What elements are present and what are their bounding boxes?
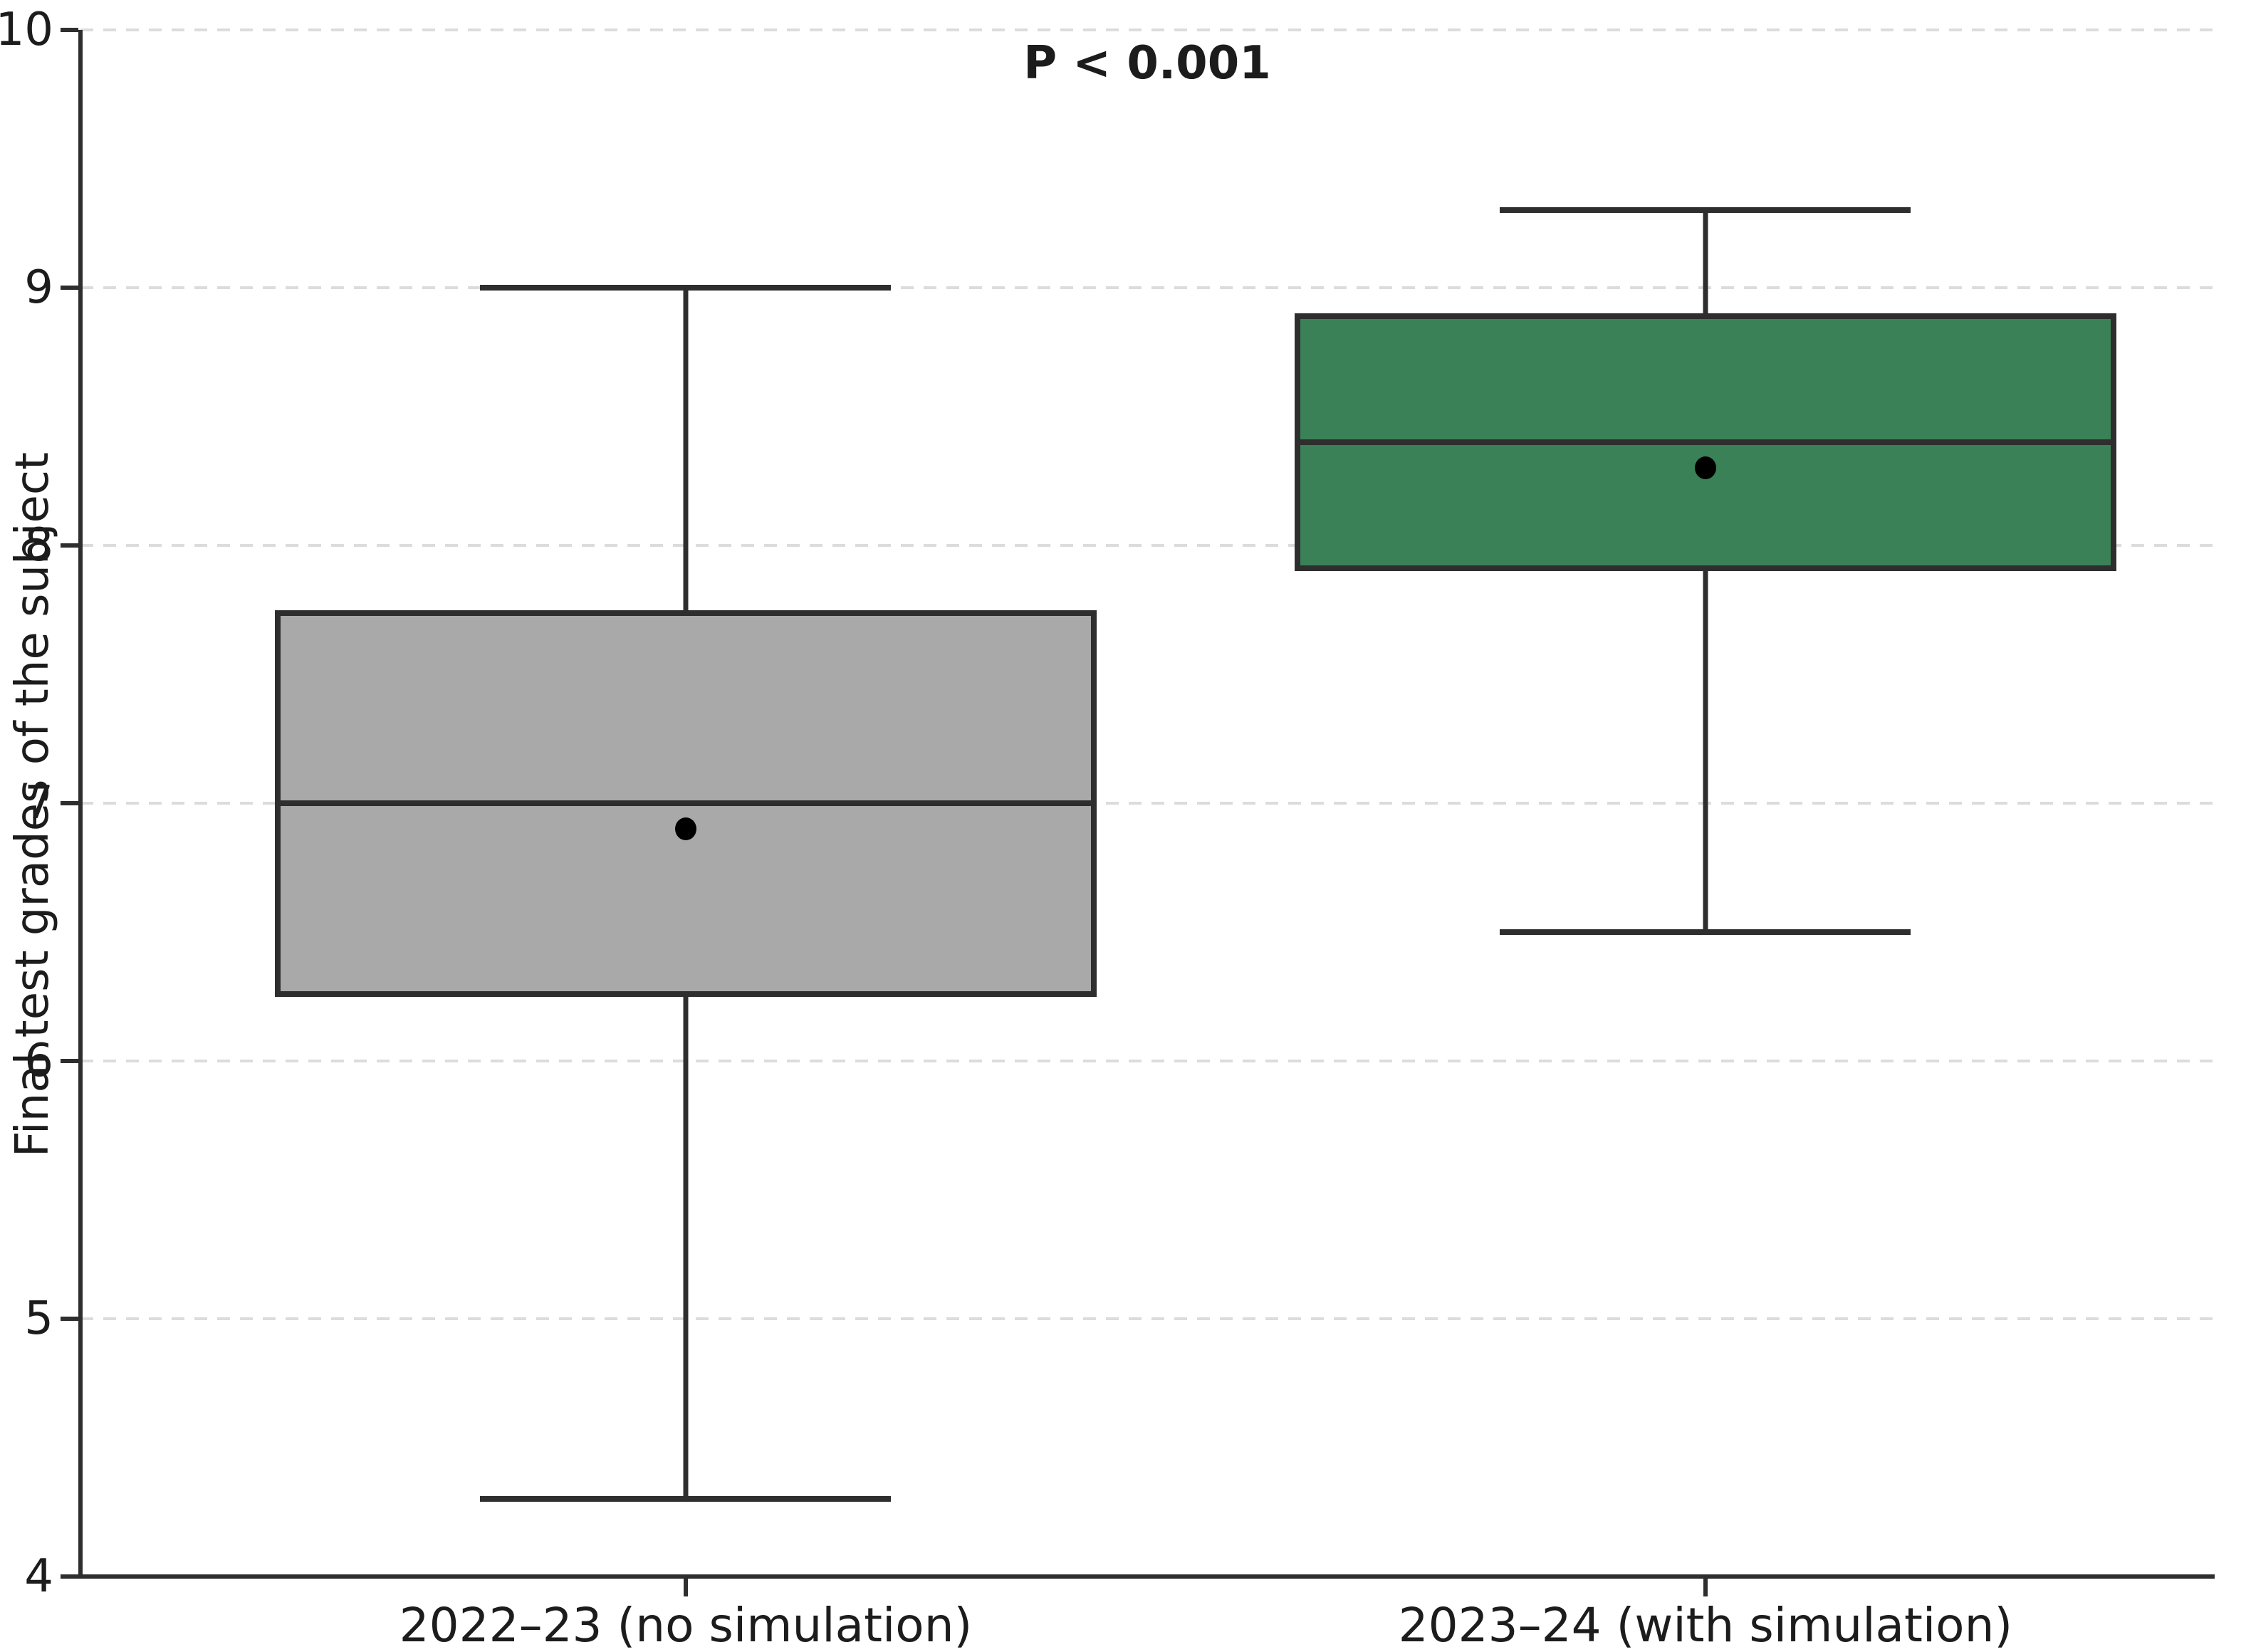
y-gridline-8 [80,544,2215,547]
y-tick-mark-10 [61,28,78,32]
median-line-with-simulation [1294,439,2116,446]
x-tick-mark-no-simulation [683,1579,688,1596]
y-tick-label-4: 4 [24,1550,53,1603]
y-tick-label-5: 5 [24,1292,53,1345]
y-axis-spine [78,30,83,1579]
mean-dot-with-simulation [1694,456,1716,480]
y-tick-mark-8 [61,543,78,548]
mean-dot-no-simulation [674,817,696,841]
median-line-no-simulation [275,800,1097,806]
y-tick-mark-4 [61,1574,78,1579]
y-tick-mark-6 [61,1059,78,1063]
upper-whisker-line-no-simulation [683,288,689,610]
y-gridline-5 [80,1317,2215,1320]
y-tick-label-7: 7 [24,777,53,830]
y-gridline-7 [80,802,2215,805]
y-tick-mark-7 [61,801,78,805]
x-tick-mark-with-simulation [1703,1579,1708,1596]
y-gridline-6 [80,1060,2215,1062]
y-gridline-9 [80,286,2215,289]
upper-whisker-line-with-simulation [1703,210,1708,314]
plot-area: 10 9 8 7 6 5 4 2022–23 (no simulation) 2023–24 (… [0,7,2215,1652]
lower-whisker-line-no-simulation [683,996,689,1500]
y-gridline-10 [80,28,2215,31]
upper-whisker-cap-with-simulation [1500,207,1911,214]
x-tick-label-with-simulation: 2023–24 (with simulation) [1398,1598,2013,1652]
upper-whisker-cap-no-simulation [480,285,892,291]
lower-whisker-cap-no-simulation [480,1496,892,1502]
lower-whisker-line-with-simulation [1703,571,1708,932]
y-tick-mark-9 [61,286,78,290]
y-tick-label-10: 10 [0,4,53,56]
x-tick-label-no-simulation: 2022–23 (no simulation) [399,1598,973,1652]
y-tick-label-8: 8 [24,519,53,572]
x-axis-spine [78,1574,2215,1579]
p-value-annotation: P < 0.001 [1023,37,1271,90]
y-tick-label-6: 6 [24,1035,53,1087]
lower-whisker-cap-with-simulation [1500,929,1911,935]
y-tick-label-9: 9 [24,261,53,314]
y-tick-mark-5 [61,1317,78,1321]
